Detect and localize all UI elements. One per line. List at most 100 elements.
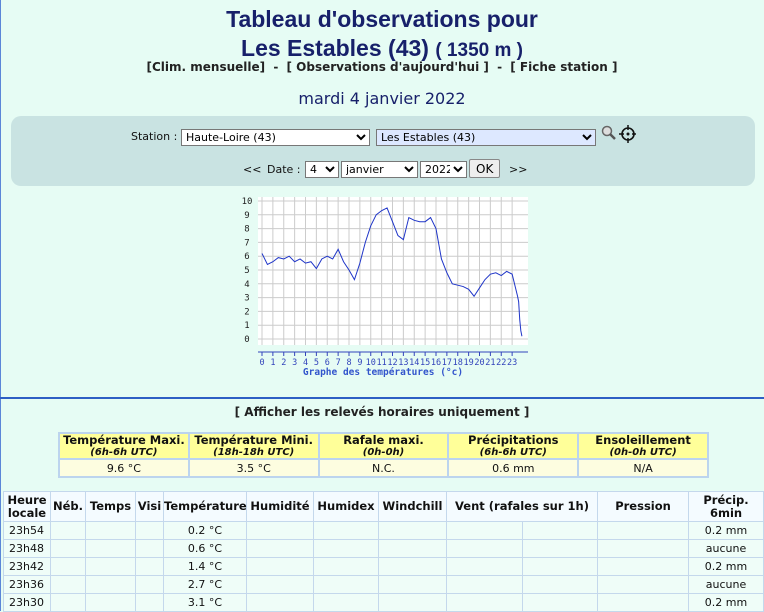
cell [85,593,136,612]
left-border [0,0,1,611]
cell [50,539,86,558]
x-tick-label: 7 [336,358,341,368]
separator: - [497,60,503,74]
cell: 0.2 mm [688,521,764,540]
summary-header: Température Maxi. (6h-6h UTC) [58,432,190,460]
summary-table: Température Maxi. (6h-6h UTC) Température … [58,432,709,478]
cell [246,575,314,594]
station-title: Les Estables (43) ( 1350 m ) [0,35,764,62]
x-axis-title: Graphe des températures (°c) [303,367,463,378]
x-tick-label: 10 [366,358,376,368]
column-header: Temps [85,491,136,522]
observation-row: 23h36 2.7 °C aucune [3,575,764,594]
cell: 0.2 mm [688,557,764,576]
summary-value: N/A [577,458,709,478]
cell: 23h36 [3,575,51,594]
y-tick-label: 6 [244,252,249,262]
cell [246,593,314,612]
y-tick-label: 8 [244,225,249,235]
observations-table: Heure locale Néb. Temps Visi Température Humi… [3,491,764,612]
next-day[interactable]: >> [509,163,528,176]
x-tick-label: 12 [387,358,397,368]
cell [246,521,314,540]
y-tick-label: 10 [242,197,253,207]
summary-value: 0.6 mm [447,458,580,478]
column-header: Pression [597,491,690,522]
x-tick-label: 16 [431,358,441,368]
summary-title: Température Mini. [194,433,313,447]
column-header: Heure locale [3,491,51,522]
y-tick-label: 1 [244,321,249,331]
cell: 0.2 °C [163,521,247,540]
station-name: Les Estables (43) [241,35,429,61]
cell: 0.2 mm [688,593,764,612]
column-header: Humidité [246,491,314,522]
icons[interactable] [600,124,636,144]
cell [597,539,690,558]
nav-link[interactable]: [ Observations d'aujourd'hui ] [286,60,489,74]
cell [85,521,136,540]
y-tick-label: 4 [244,280,249,290]
department-select[interactable]: Haute-Loire (43) [181,129,370,146]
x-tick-label: 14 [409,358,419,368]
cell: 0.6 °C [163,539,247,558]
column-header: Néb. [50,491,86,522]
cell [597,557,690,576]
x-tick-label: 21 [485,358,495,368]
hourly-link[interactable]: [ Afficher les relevés horaires uniqueme… [234,405,530,419]
nav-links: [Clim. mensuelle] - [ Observations d'auj… [0,60,764,74]
cell: 23h48 [3,539,51,558]
cell [446,521,523,540]
cell [378,539,447,558]
x-tick-label: 2 [281,358,286,368]
column-header: Windchill [378,491,447,522]
y-tick-label: 9 [244,211,249,221]
cell [521,575,599,594]
cell [378,593,447,612]
day-select[interactable]: 4 [305,161,339,178]
column-header: Vent (rafales sur 1h) [445,491,599,522]
observation-row: 23h48 0.6 °C aucune [3,539,764,558]
cell: 23h30 [3,593,51,612]
ok-button[interactable]: OK [469,159,501,178]
cell [50,593,86,612]
date-heading: mardi 4 janvier 2022 [298,89,466,108]
observation-row: 23h54 0.2 °C 0.2 mm [3,521,764,540]
summary-title: Précipitations [468,433,559,447]
nav-link[interactable]: [ Fiche station ] [510,60,618,74]
x-tick-label: 17 [442,358,452,368]
x-tick-label: 9 [357,358,362,368]
column-header: Température [163,491,247,522]
cell [378,575,447,594]
x-tick-label: 8 [346,358,351,368]
cell [313,575,379,594]
nav-link[interactable]: [Clim. mensuelle] [146,60,266,74]
station-label: Station : [131,130,178,143]
month-select[interactable]: janvier [341,161,418,178]
station-select[interactable]: Les Estables (43) [376,129,596,146]
cell [135,593,164,612]
summary-header: Ensoleillement (0h-0h UTC) [577,432,709,460]
altitude: ( 1350 m ) [435,40,523,61]
x-tick-label: 3 [292,358,297,368]
column-header: Précip. 6min [688,491,764,522]
cell [135,557,164,576]
observation-row: 23h30 3.1 °C 0.2 mm [3,593,764,612]
x-tick-label: 4 [303,358,308,368]
cell [135,521,164,540]
cell [378,557,447,576]
cell [521,539,599,558]
cell [446,539,523,558]
summary-period: (0h-0h UTC) [609,447,677,458]
cell: 1.4 °C [163,557,247,576]
cell: 23h42 [3,557,51,576]
summary-title: Ensoleillement [595,433,691,447]
cell [246,557,314,576]
search-form: Station : Haute-Loire (43) Les Estables … [11,116,755,186]
year-select[interactable]: 2022 [420,161,467,178]
prev-day[interactable]: << [243,163,262,176]
x-tick-label: 11 [377,358,387,368]
cell [85,539,136,558]
y-tick-label: 2 [244,307,249,317]
